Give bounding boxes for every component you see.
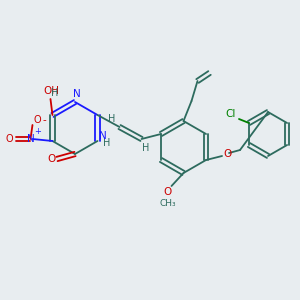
Text: O: O (6, 134, 13, 144)
Text: CH₃: CH₃ (159, 199, 176, 208)
Text: Cl: Cl (226, 109, 236, 119)
Text: H: H (142, 143, 149, 153)
Text: H: H (51, 88, 58, 98)
Text: +: + (34, 128, 41, 136)
Text: OH: OH (44, 86, 59, 96)
Text: H: H (103, 138, 110, 148)
Text: -: - (43, 115, 46, 125)
Text: H: H (108, 114, 115, 124)
Text: O: O (223, 149, 231, 159)
Text: O: O (47, 154, 55, 164)
Text: O: O (164, 187, 172, 197)
Text: N: N (73, 89, 81, 99)
Text: O: O (34, 115, 41, 125)
Text: N: N (99, 131, 106, 141)
Text: N: N (27, 134, 34, 144)
